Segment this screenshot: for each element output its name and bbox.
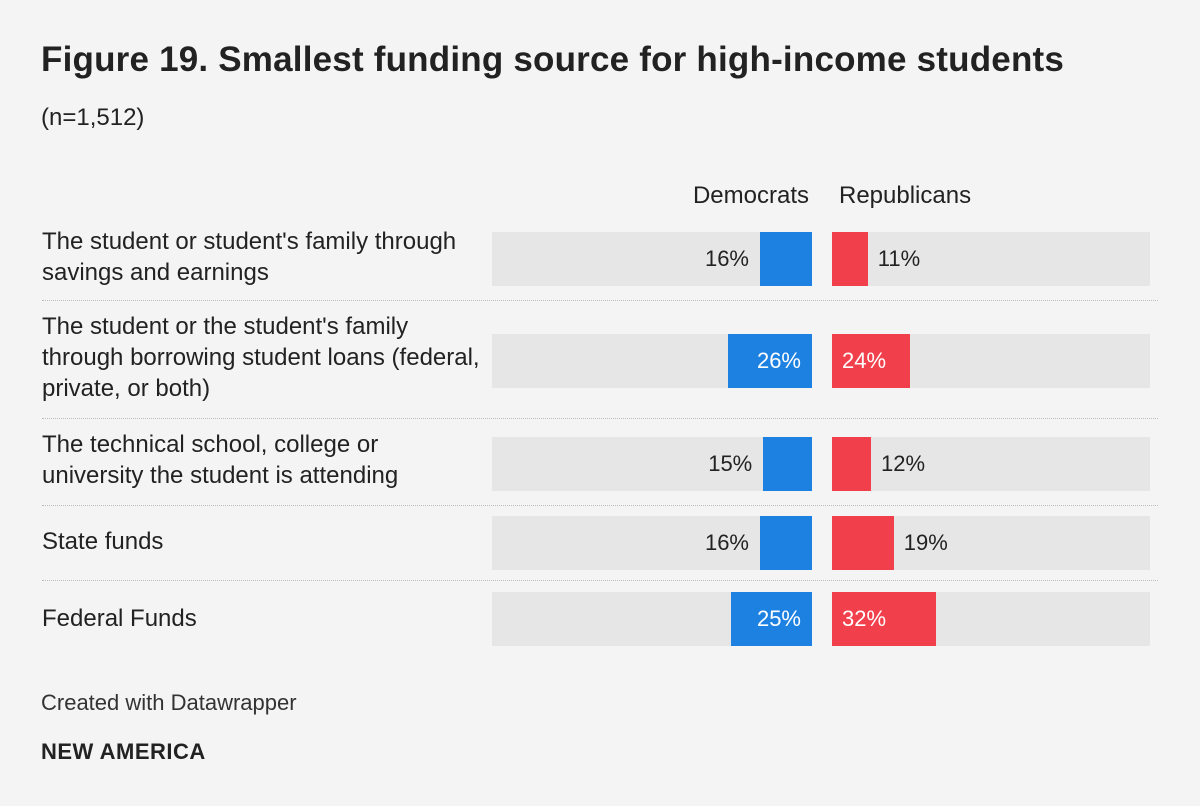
democrats-bar: [727, 334, 812, 388]
democrats-value-label: 16%: [704, 530, 749, 555]
republicans-bar: [832, 232, 868, 286]
row-label: The technical school, college or univers…: [42, 431, 399, 489]
chart-subtitle: (n=1,512): [41, 104, 145, 131]
democrats-value-label: 15%: [708, 451, 753, 476]
row-divider: [42, 505, 1158, 506]
row-label: State funds: [42, 528, 164, 555]
democrats-bar: [760, 516, 812, 570]
republicans-bar: [832, 516, 894, 570]
democrats-bar: [763, 437, 812, 491]
republicans-value-label: 24%: [842, 348, 887, 373]
row-label: The student or the student's family thro…: [42, 313, 480, 402]
democrats-bar-track: [492, 232, 812, 286]
democrats-bar-track: [492, 437, 812, 491]
row-divider: [42, 300, 1158, 301]
republicans-bar-track: [832, 437, 1150, 491]
democrats-value-label: 26%: [756, 348, 801, 373]
democrats-column-header: Democrats: [692, 182, 809, 209]
footer-brand-logo: NEW AMERICA: [41, 739, 206, 764]
republicans-bar-track: [832, 232, 1150, 286]
democrats-bar: [730, 592, 812, 646]
row-label: The student or student's family through …: [42, 228, 457, 286]
democrats-value-label: 25%: [756, 606, 801, 631]
row-divider: [42, 418, 1158, 419]
republicans-value-label: 19%: [903, 530, 948, 555]
row-divider: [42, 580, 1158, 581]
republicans-value-label: 32%: [842, 606, 887, 631]
republicans-bar: [832, 334, 910, 388]
chart-title: Figure 19. Smallest funding source for h…: [41, 40, 1065, 79]
republicans-value-label: 12%: [881, 451, 926, 476]
democrats-bar: [760, 232, 812, 286]
republicans-bar: [832, 437, 871, 491]
democrats-value-label: 16%: [704, 246, 749, 271]
republicans-bar: [832, 592, 936, 646]
republicans-value-label: 11%: [877, 246, 921, 271]
footer-credit: Created with Datawrapper: [41, 690, 297, 715]
row-label: Federal Funds: [42, 605, 197, 632]
democrats-bar-track: [492, 516, 812, 570]
republicans-column-header: Republicans: [839, 182, 972, 209]
